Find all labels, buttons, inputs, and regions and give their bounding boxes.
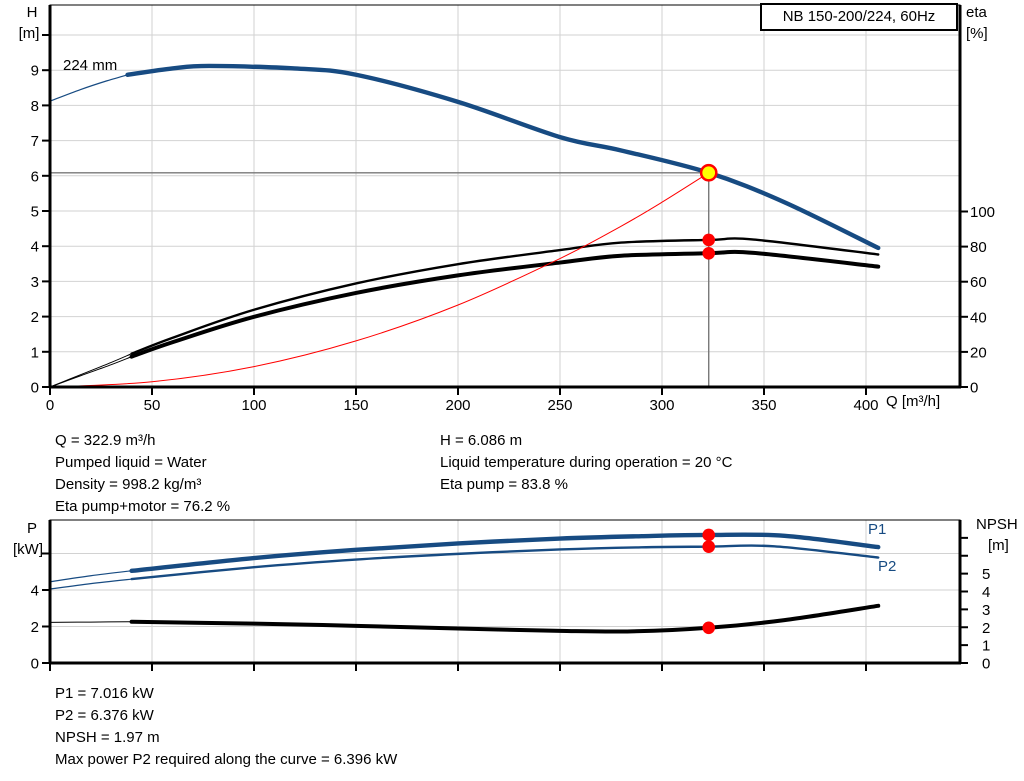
svg-text:6: 6 [31, 168, 39, 185]
svg-text:5: 5 [31, 204, 39, 221]
npsh-axis-unit-label: [m] [988, 537, 1009, 554]
svg-text:4: 4 [31, 583, 39, 600]
info-q: Q = 322.9 m³/h [55, 432, 156, 449]
svg-text:4: 4 [982, 584, 990, 601]
svg-text:20: 20 [970, 344, 987, 361]
p-axis-unit-label: [kW] [13, 541, 43, 558]
svg-text:2: 2 [982, 620, 990, 637]
svg-text:100: 100 [241, 397, 266, 414]
svg-text:5: 5 [982, 566, 990, 583]
info-npsh: NPSH = 1.97 m [55, 729, 160, 746]
svg-text:9: 9 [31, 63, 39, 80]
svg-text:3: 3 [982, 602, 990, 619]
svg-text:60: 60 [970, 274, 987, 291]
impeller-diameter-label: 224 mm [63, 57, 118, 74]
svg-text:0: 0 [31, 656, 39, 673]
h-axis-label: H [26, 4, 38, 21]
svg-text:100: 100 [970, 204, 995, 221]
svg-text:400: 400 [853, 397, 878, 414]
p1-curve-label: P1 [868, 521, 887, 538]
svg-text:3: 3 [31, 274, 39, 291]
svg-text:80: 80 [970, 239, 987, 256]
p-axis-label: P [26, 520, 37, 537]
info-h: H = 6.086 m [440, 432, 523, 449]
info-p2: P2 = 6.376 kW [55, 707, 154, 724]
q-axis-label: Q [m³/h] [886, 393, 941, 410]
info-eta-pump-motor: Eta pump+motor = 76.2 % [55, 498, 231, 515]
svg-text:50: 50 [144, 397, 161, 414]
info-eta-pump: Eta pump = 83.8 % [440, 476, 568, 493]
svg-text:8: 8 [31, 98, 39, 115]
svg-text:0: 0 [31, 380, 39, 397]
svg-text:2: 2 [31, 619, 39, 636]
svg-text:0: 0 [982, 656, 990, 673]
svg-text:4: 4 [31, 239, 39, 256]
svg-text:1: 1 [31, 344, 39, 361]
svg-text:7: 7 [31, 133, 39, 150]
info-liquid-temperature: Liquid temperature during operation = 20… [440, 454, 733, 471]
info-p1: P1 = 7.016 kW [55, 685, 154, 702]
info-pumped-liquid: Pumped liquid = Water [55, 454, 207, 471]
p2-curve-label: P2 [878, 558, 897, 575]
eta-axis-label: eta [966, 4, 987, 21]
svg-text:0: 0 [970, 380, 978, 397]
svg-text:150: 150 [343, 397, 368, 414]
svg-text:1: 1 [982, 638, 990, 655]
eta-axis-unit-label: [%] [966, 25, 988, 42]
pump-type-title-box: NB 150-200/224, 60Hz [760, 3, 958, 31]
svg-text:350: 350 [751, 397, 776, 414]
svg-text:40: 40 [970, 309, 987, 326]
svg-text:250: 250 [547, 397, 572, 414]
info-max-power-p2: Max power P2 required along the curve = … [55, 751, 398, 768]
info-density: Density = 998.2 kg/m³ [55, 476, 202, 493]
svg-text:300: 300 [649, 397, 674, 414]
h-axis-unit-label: [m] [18, 25, 40, 42]
svg-text:0: 0 [46, 397, 54, 414]
svg-text:200: 200 [445, 397, 470, 414]
npsh-axis-label: NPSH [976, 516, 1018, 533]
svg-text:2: 2 [31, 309, 39, 326]
